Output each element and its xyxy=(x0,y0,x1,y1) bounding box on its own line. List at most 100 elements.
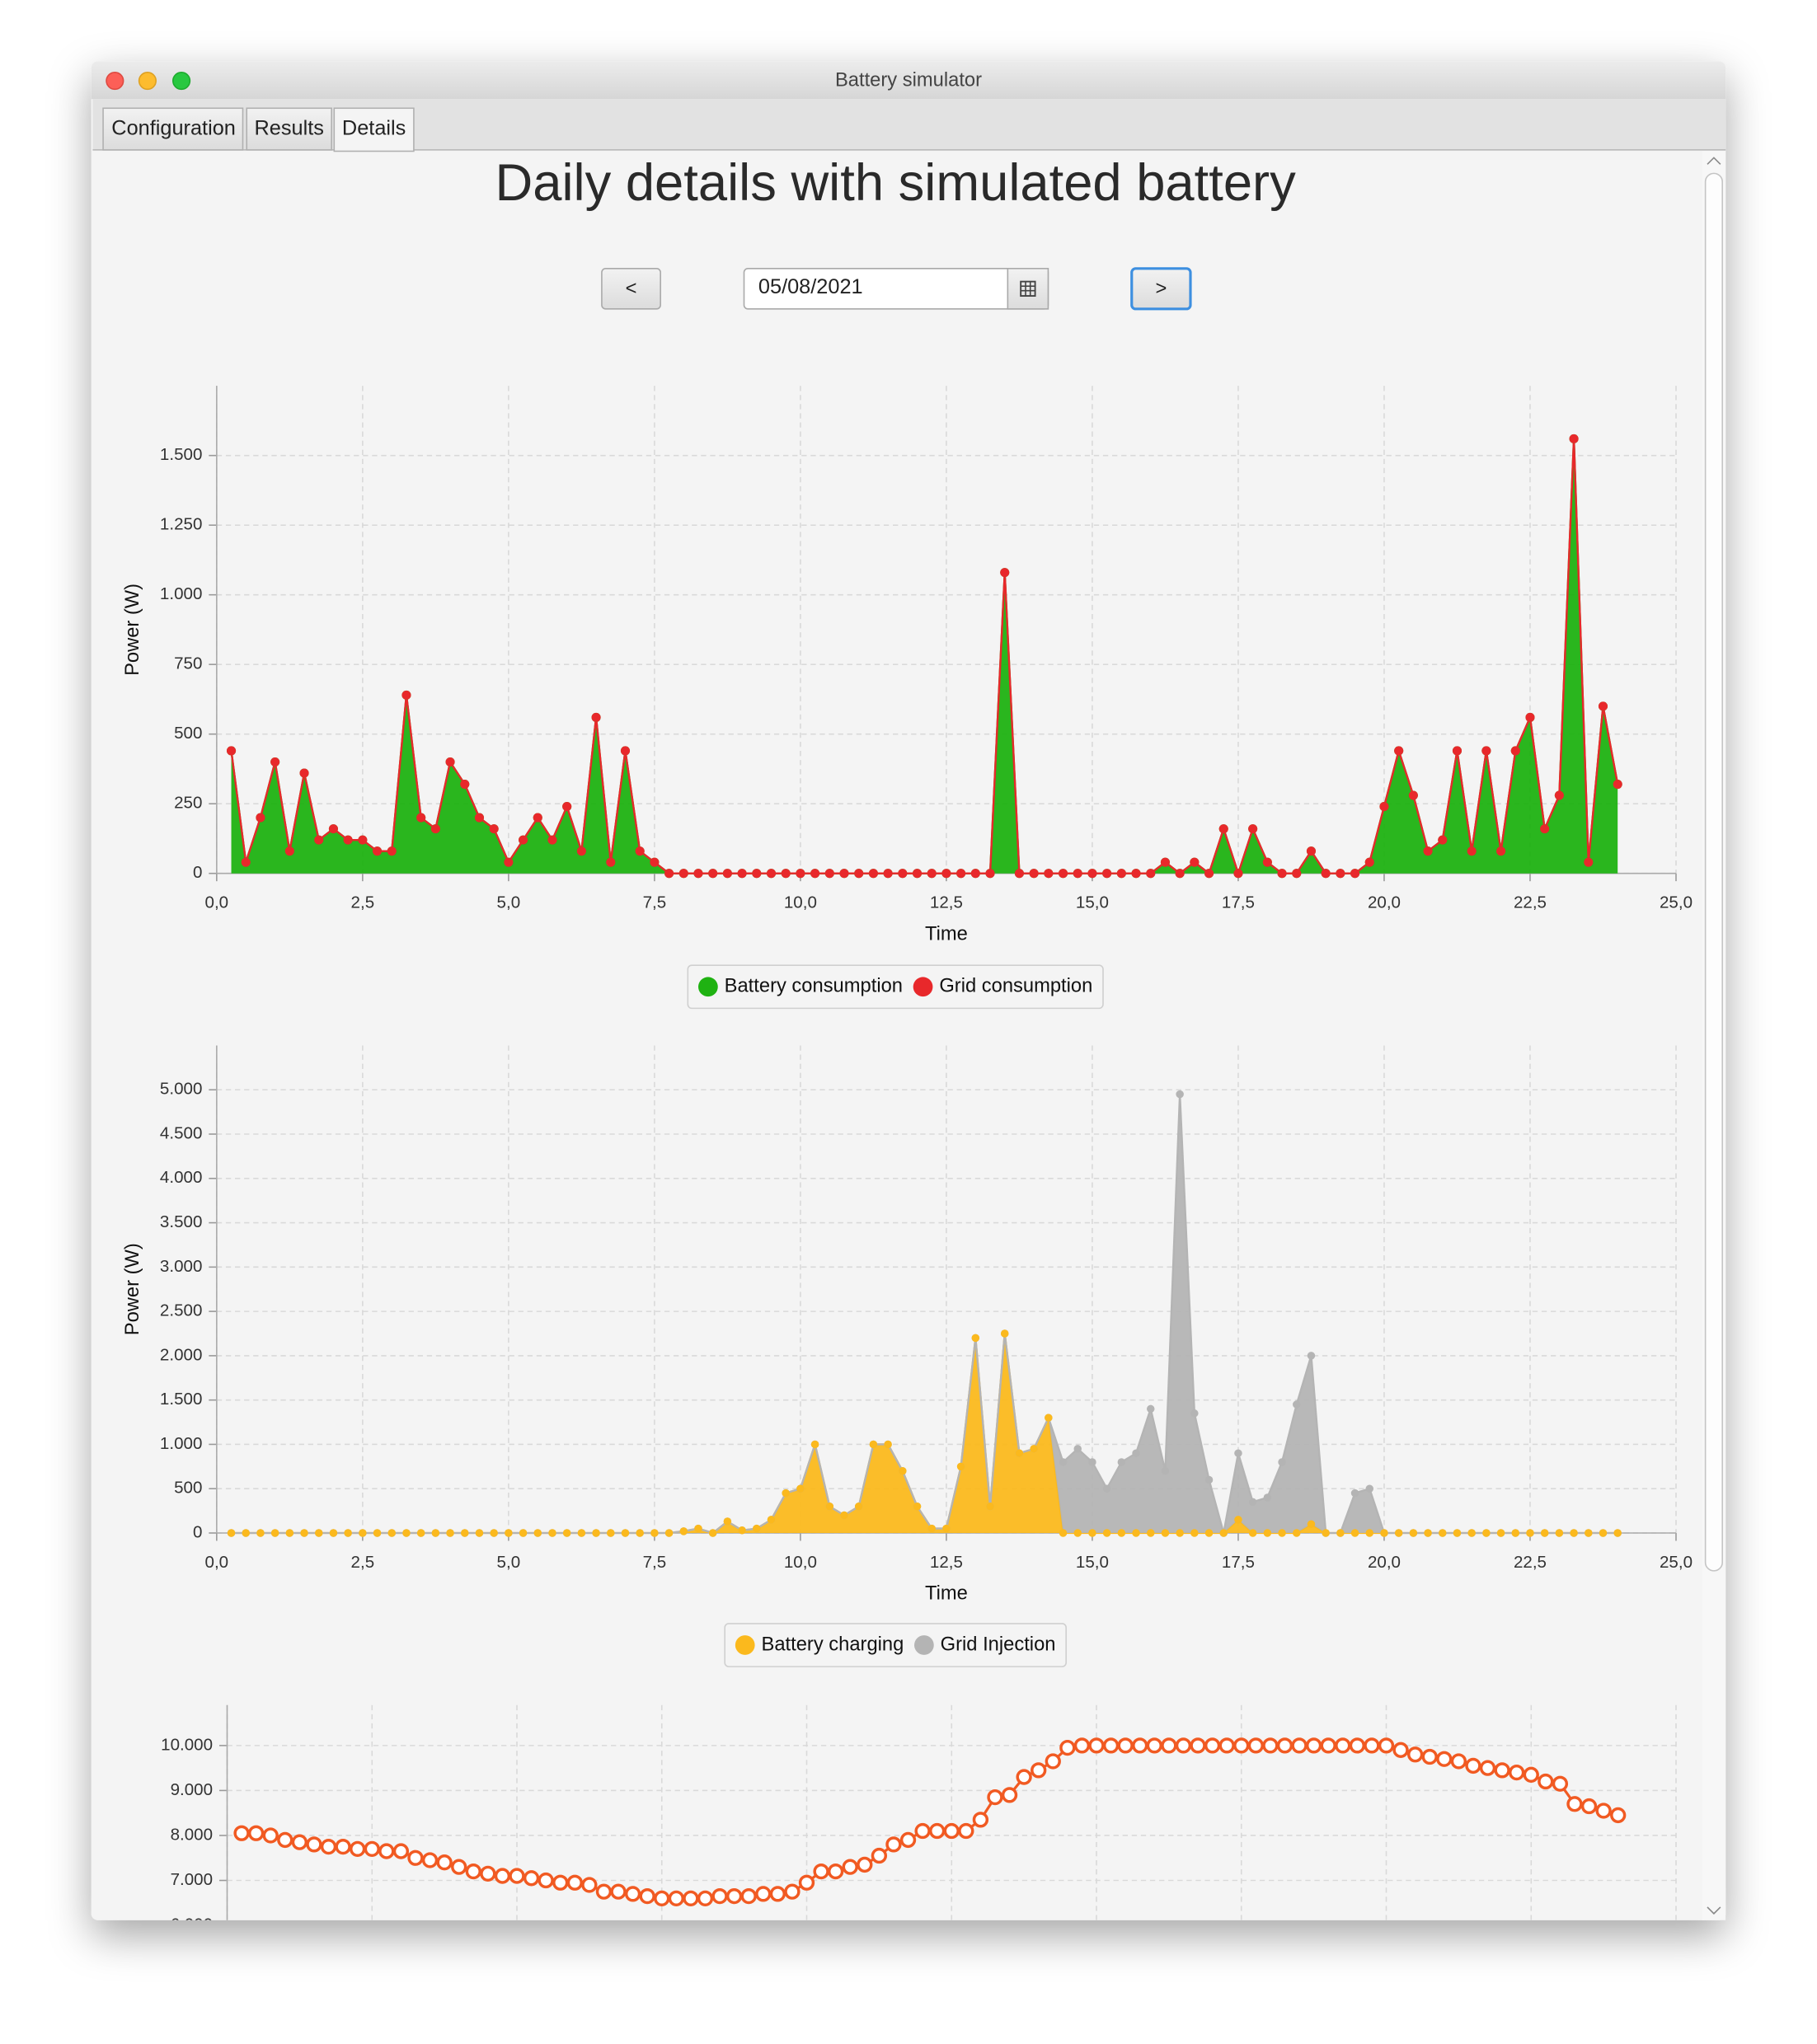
point xyxy=(373,846,383,856)
point xyxy=(581,1877,598,1893)
x-tick-label: 22,5 xyxy=(1514,893,1547,912)
next-button-label[interactable]: > xyxy=(1155,278,1167,299)
x-tick-label: 12,5 xyxy=(930,893,963,912)
point xyxy=(562,1529,571,1537)
point xyxy=(898,869,908,879)
point xyxy=(247,1825,265,1841)
point xyxy=(364,1840,380,1857)
point xyxy=(1496,1529,1505,1537)
point xyxy=(445,757,455,767)
y-tick-label: 1.000 xyxy=(160,584,202,603)
point xyxy=(636,1529,644,1537)
tab-label[interactable]: Details xyxy=(342,116,406,139)
point xyxy=(489,824,499,834)
point xyxy=(595,1883,613,1900)
point xyxy=(1570,1529,1578,1537)
point xyxy=(607,1529,615,1537)
y-tick-label: 2.500 xyxy=(160,1301,202,1320)
point xyxy=(824,869,834,879)
prev-button[interactable] xyxy=(601,268,661,310)
point xyxy=(1394,1529,1403,1537)
point xyxy=(1365,1484,1374,1493)
tab-selected[interactable] xyxy=(333,107,415,152)
point xyxy=(1292,869,1302,879)
legend-label: Grid Injection xyxy=(941,1634,1056,1655)
point xyxy=(958,1822,974,1840)
point xyxy=(552,1874,569,1891)
point xyxy=(328,824,338,834)
point xyxy=(1087,869,1097,879)
point xyxy=(986,1502,994,1511)
point xyxy=(766,869,777,879)
point xyxy=(378,1843,395,1859)
tab-label[interactable]: Results xyxy=(255,116,324,139)
point xyxy=(505,1529,513,1537)
point xyxy=(1350,1488,1359,1498)
point xyxy=(769,1886,786,1902)
point xyxy=(971,1334,980,1343)
x-tick-label: 15,0 xyxy=(1076,893,1109,912)
minimize-button[interactable] xyxy=(138,71,157,91)
point xyxy=(1132,1529,1140,1537)
point xyxy=(972,1812,989,1828)
point xyxy=(1204,1529,1214,1537)
point xyxy=(899,1466,907,1475)
point xyxy=(664,869,674,879)
tab[interactable] xyxy=(246,107,332,151)
point xyxy=(854,869,864,879)
point xyxy=(359,1529,367,1537)
point xyxy=(1073,1529,1082,1537)
point xyxy=(1073,1445,1082,1453)
x-tick-label: 17,5 xyxy=(1222,893,1255,912)
date-value[interactable]: 05/08/2021 xyxy=(758,275,863,298)
point xyxy=(1526,1529,1534,1537)
point xyxy=(1349,1737,1366,1754)
legend-marker xyxy=(913,1635,934,1655)
calendar-button[interactable] xyxy=(1007,268,1049,310)
point xyxy=(300,1529,308,1537)
point xyxy=(320,1838,337,1855)
scroll-down[interactable] xyxy=(1707,1906,1721,1915)
point xyxy=(1293,1529,1301,1537)
close-button[interactable] xyxy=(106,71,124,91)
point xyxy=(1291,1737,1308,1754)
point xyxy=(1453,1529,1462,1537)
y-tick-label: 6.000 xyxy=(171,1915,213,1934)
y-tick-label: 7.000 xyxy=(171,1870,213,1889)
point xyxy=(1538,1773,1554,1790)
point xyxy=(650,857,660,867)
point xyxy=(431,1529,440,1537)
point xyxy=(284,846,294,856)
prev-button-label[interactable]: < xyxy=(626,278,637,299)
point xyxy=(941,869,951,879)
scroll-up[interactable] xyxy=(1707,157,1721,165)
point xyxy=(314,1529,323,1537)
point xyxy=(1306,846,1316,856)
point xyxy=(494,1868,511,1884)
charts: 0 250 500 750 1.000 1.250 1.500 0,0 2,5 5,0 7,5 10,… xyxy=(122,386,1693,1934)
point xyxy=(538,1872,554,1889)
point xyxy=(576,846,586,856)
area xyxy=(231,438,1618,874)
tab-label[interactable]: Configuration xyxy=(111,116,236,139)
point xyxy=(1278,1458,1286,1466)
point xyxy=(1496,846,1506,856)
zoom-button[interactable] xyxy=(171,71,191,91)
next-button[interactable] xyxy=(1130,267,1192,311)
point xyxy=(1176,1529,1184,1537)
point xyxy=(592,1529,600,1537)
point xyxy=(708,1529,717,1537)
point xyxy=(1146,1737,1162,1754)
point xyxy=(784,1883,801,1900)
window-title: Battery simulator xyxy=(835,69,982,91)
point xyxy=(577,1529,586,1537)
point xyxy=(241,857,251,867)
scrollbar-thumb[interactable] xyxy=(1704,172,1723,1572)
point xyxy=(970,869,980,879)
tab[interactable] xyxy=(102,107,244,151)
point xyxy=(407,1849,424,1866)
point xyxy=(1161,1466,1170,1475)
point xyxy=(416,813,426,823)
point xyxy=(509,1868,525,1884)
point xyxy=(460,779,470,790)
